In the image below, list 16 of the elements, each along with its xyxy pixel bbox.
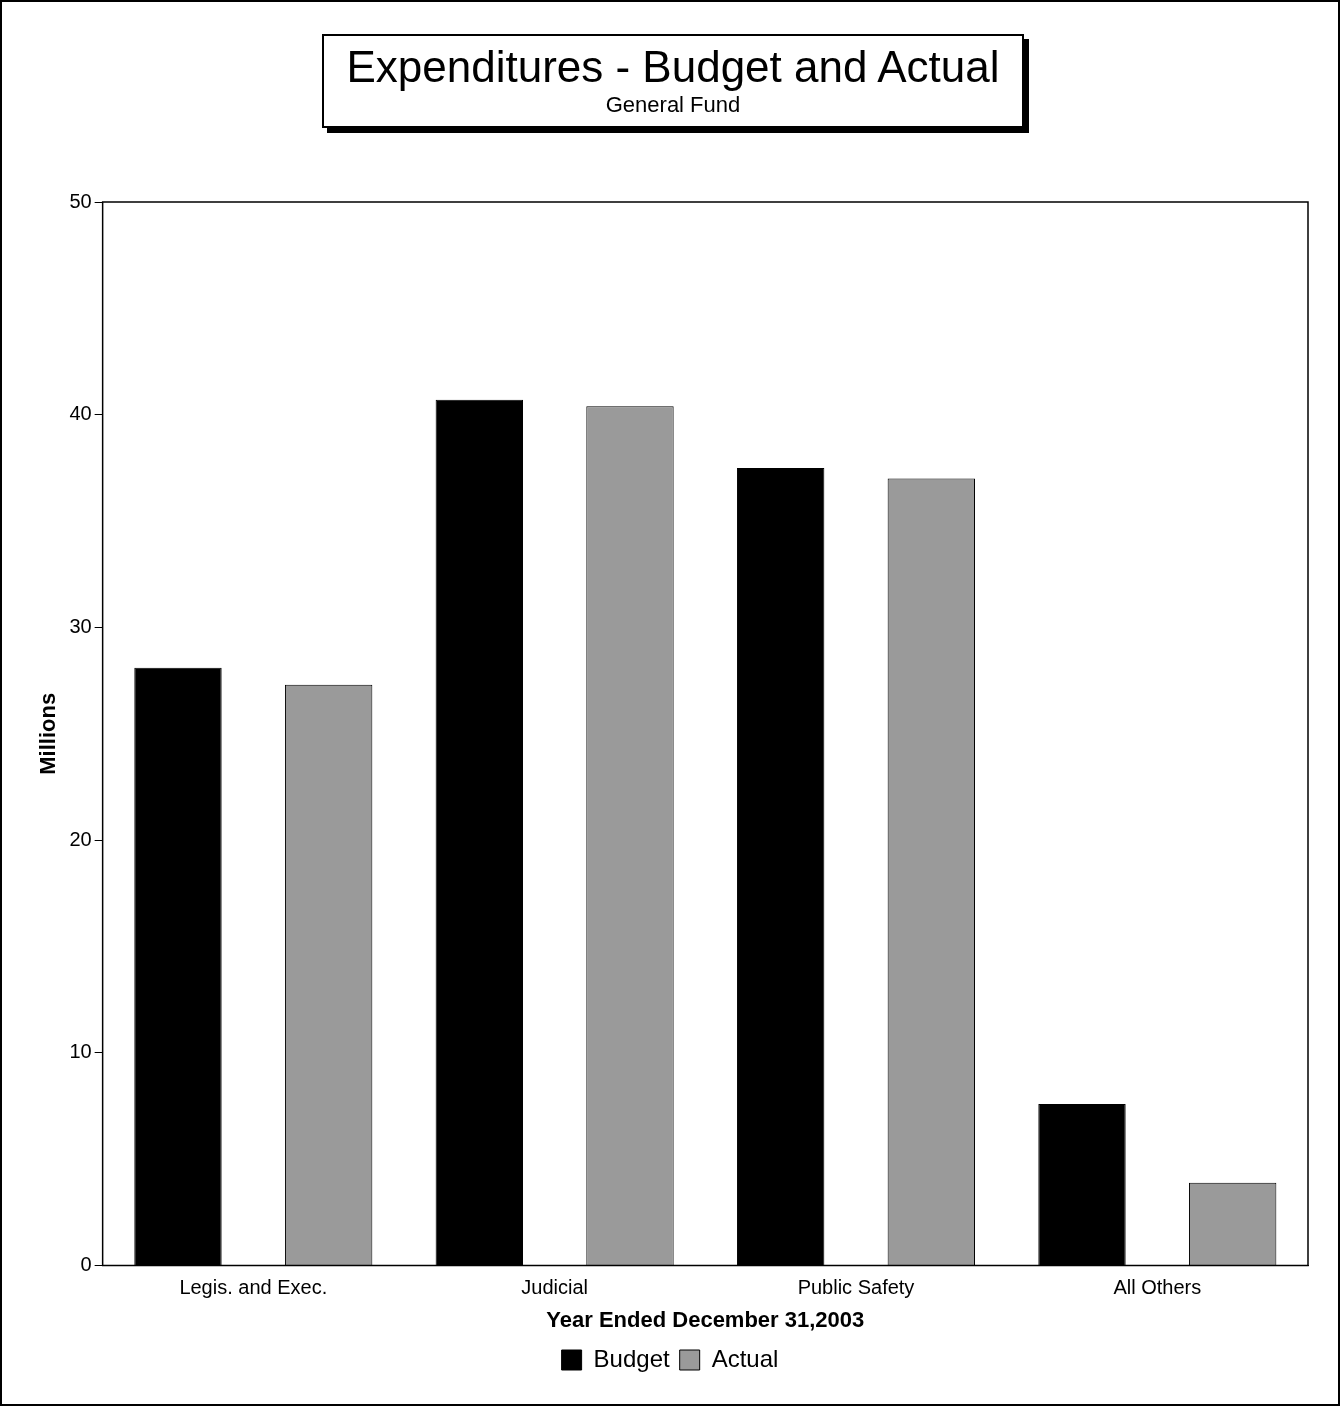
y-tick-label: 40 — [69, 402, 92, 425]
y-tick-label: 10 — [69, 1040, 92, 1063]
x-tick-label: Judicial — [521, 1276, 589, 1299]
y-axis-title: Millions — [35, 692, 61, 775]
x-tick-label: Public Safety — [797, 1276, 915, 1299]
x-axis-title: Year Ended December 31,2003 — [546, 1306, 865, 1332]
y-tick-label: 20 — [69, 827, 92, 850]
y-tick-label: 50 — [69, 189, 92, 212]
chart-title: Expenditures - Budget and Actual — [345, 42, 1001, 92]
chart-subtitle: General Fund — [604, 92, 742, 118]
x-tick-label: All Others — [1113, 1276, 1202, 1299]
y-tick-label: 0 — [80, 1253, 92, 1276]
x-tick-label: Legis. and Exec. — [179, 1276, 328, 1299]
y-tick-label: 30 — [69, 614, 92, 637]
legend-label: Budget — [593, 1344, 671, 1372]
legend-label: Actual — [711, 1344, 779, 1372]
